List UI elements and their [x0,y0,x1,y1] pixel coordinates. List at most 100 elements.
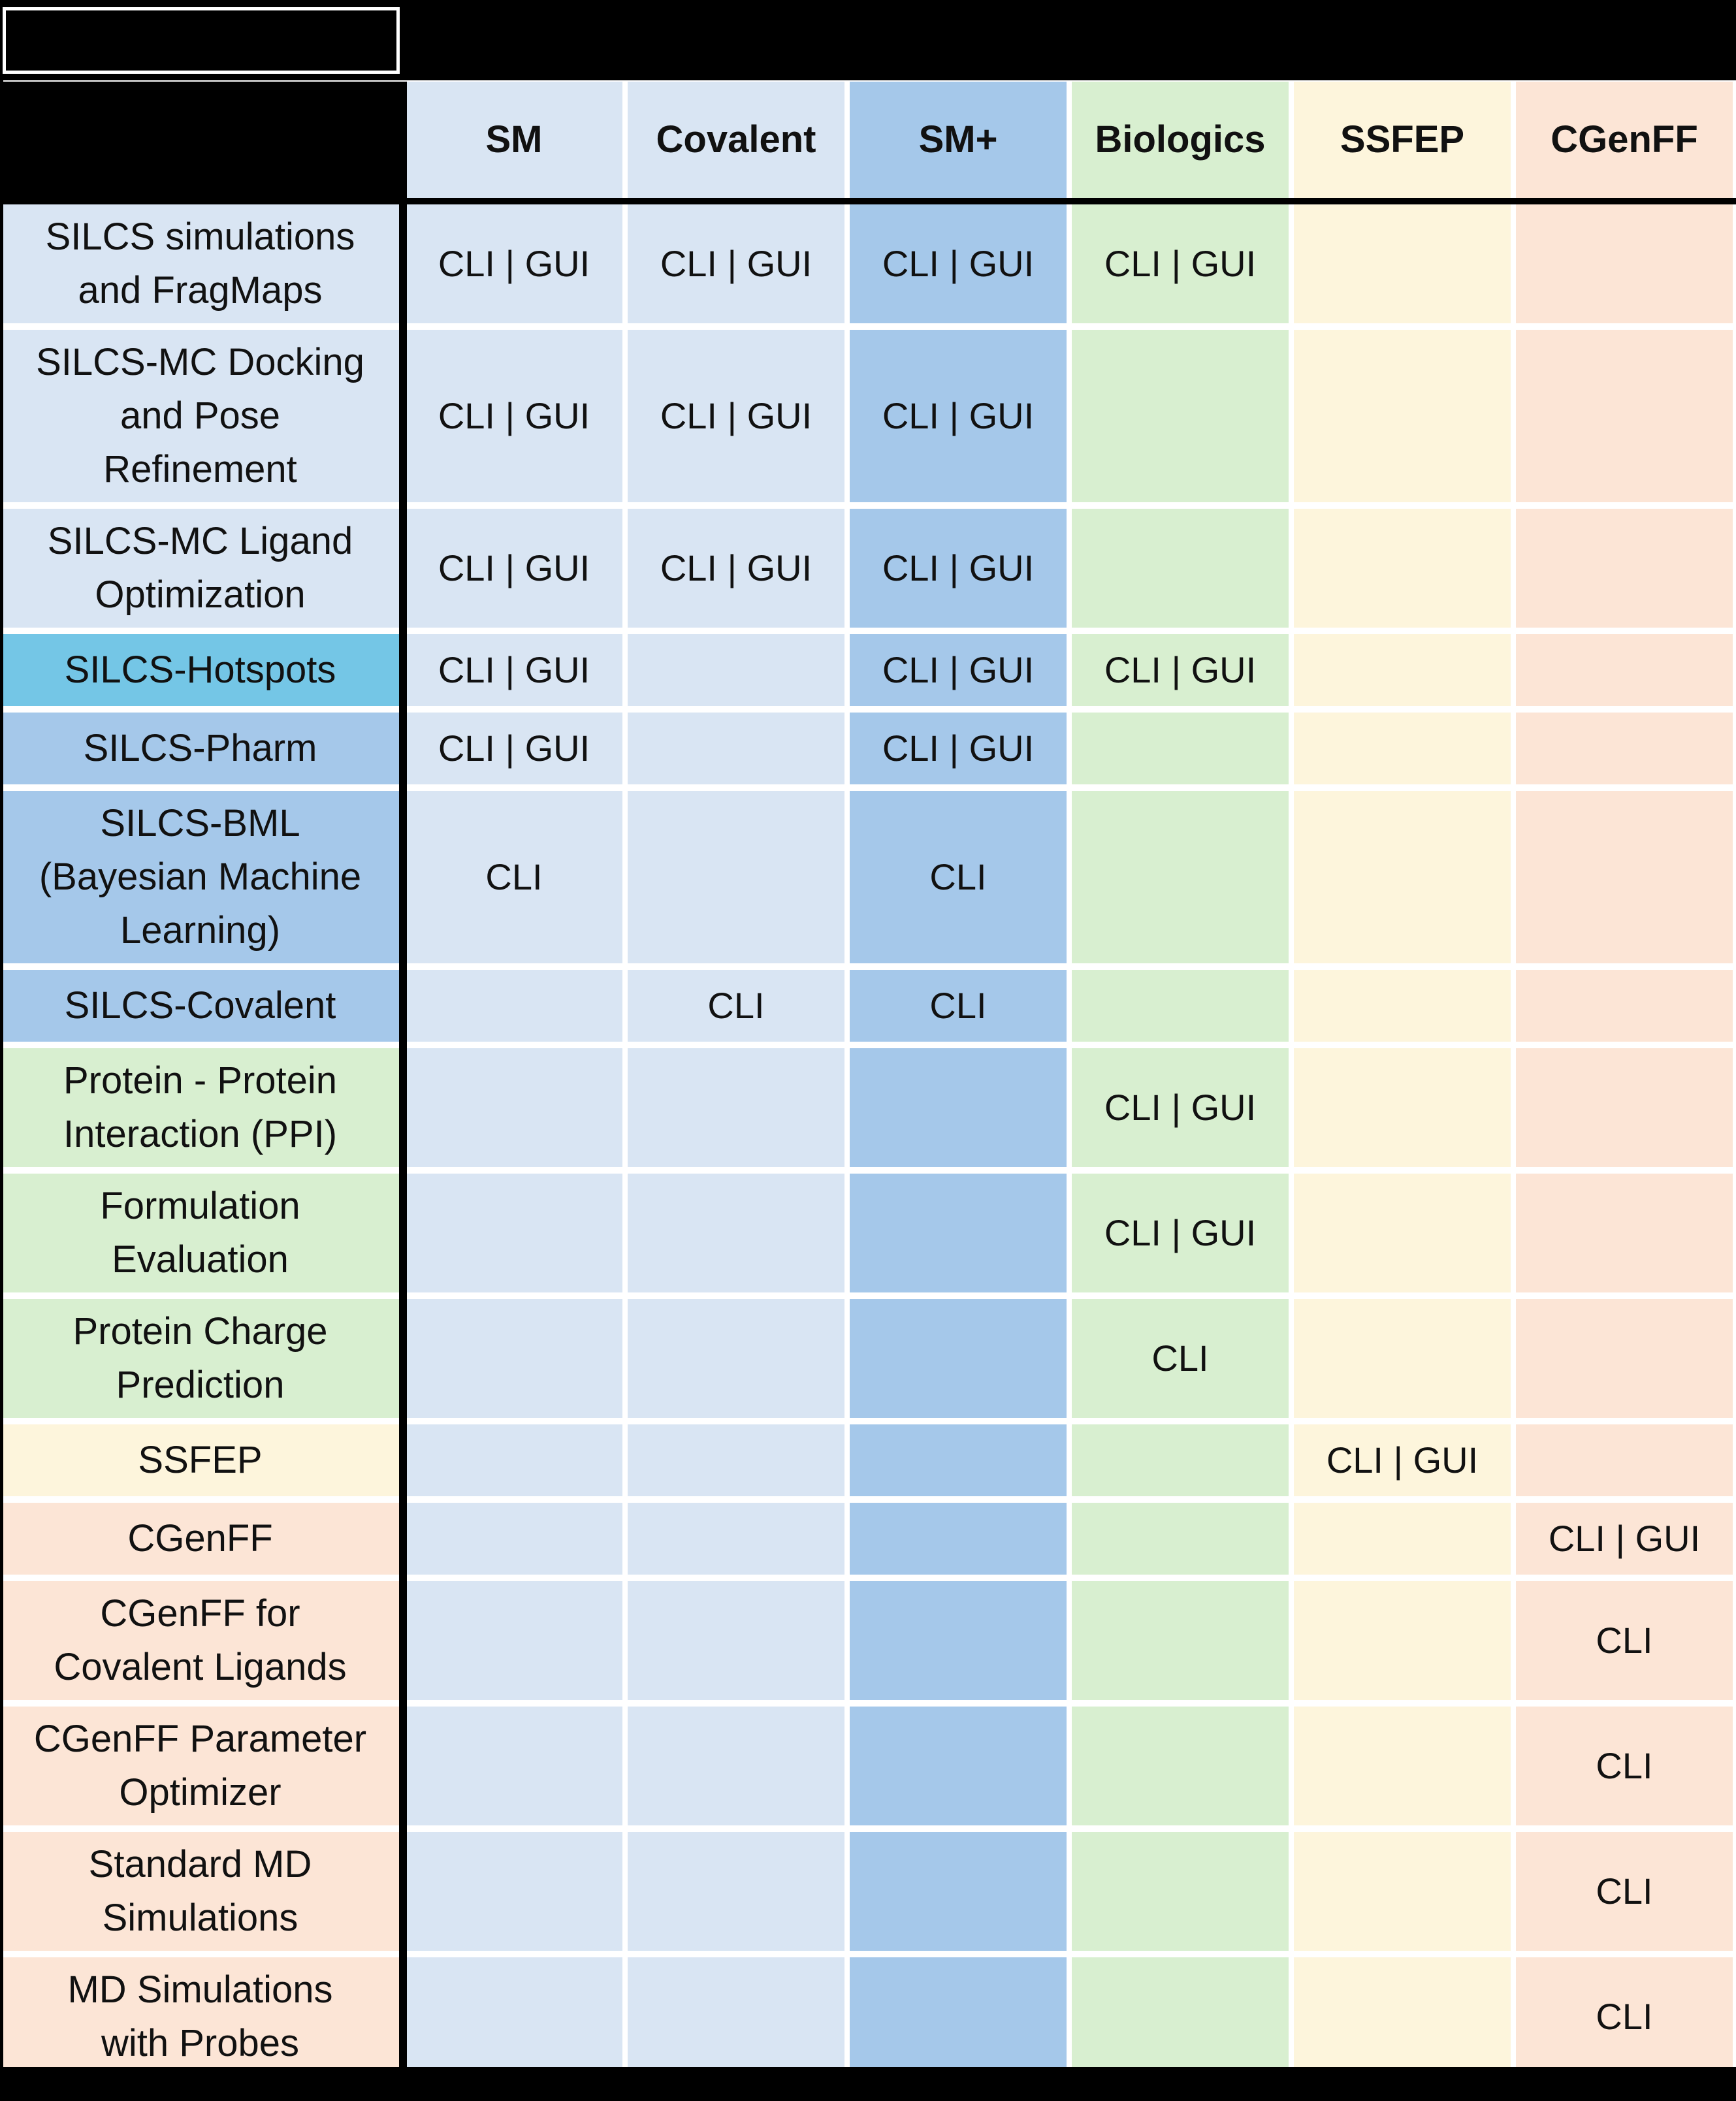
table-row-silcs-hotspots: SILCS-Hotspots CLI | GUI CLI | GUI CLI | GU… [0,634,1733,706]
cell-silcs-pharm-sm-plus: CLI | GUI [850,713,1067,784]
row-header-cgenff-parameter-optimizer: CGenFF Parameter Optimizer [0,1707,400,1825]
cell-formulation-evaluation-sm-plus [850,1174,1067,1292]
cell-cgenff-parameter-optimizer-sm [406,1707,622,1825]
cell-silcs-simulations-and-fragmaps-cgenff [1516,204,1733,323]
cell-silcs-bml-cgenff [1516,791,1733,963]
cell-silcs-hotspots-covalent [628,634,844,706]
cell-standard-md-simulations-sm [406,1832,622,1951]
table-row-silcs-pharm: SILCS-Pharm CLI | GUI CLI | GUI [0,713,1733,784]
cell-silcs-hotspots-sm: CLI | GUI [406,634,622,706]
cell-cgenff-row-cgenff: CLI | GUI [1516,1503,1733,1575]
cell-protein-protein-interaction-sm-plus [850,1048,1067,1167]
row-header-protein-charge-prediction: Protein Charge Prediction [0,1299,400,1418]
row-header-silcs-bml: SILCS-BML (Bayesian Machine Learning) [0,791,400,963]
cell-ssfep-row-cgenff [1516,1424,1733,1496]
table-row-cgenff-parameter-optimizer: CGenFF Parameter Optimizer CLI [0,1707,1733,1825]
cell-silcs-mc-docking-and-pose-refinement-sm-plus: CLI | GUI [850,330,1067,502]
row-header-silcs-covalent: SILCS-Covalent [0,970,400,1042]
column-header-row: SM Covalent SM+ Biologics SSFEP CGenFF [0,82,1733,198]
cell-silcs-mc-ligand-optimization-cgenff [1516,509,1733,628]
cell-silcs-pharm-covalent [628,713,844,784]
cell-silcs-mc-docking-and-pose-refinement-biologics [1072,330,1289,502]
cell-md-simulations-with-probes-sm [406,1957,622,2076]
cell-silcs-mc-docking-and-pose-refinement-cgenff [1516,330,1733,502]
cell-silcs-simulations-and-fragmaps-sm: CLI | GUI [406,204,622,323]
cell-cgenff-row-biologics [1072,1503,1289,1575]
row-header-divider-line [399,82,407,2067]
row-header-md-simulations-with-probes: MD Simulations with Probes [0,1957,400,2076]
table-row-ssfep-row: SSFEP CLI | GUI [0,1424,1733,1496]
cell-protein-protein-interaction-covalent [628,1048,844,1167]
cell-md-simulations-with-probes-ssfep [1294,1957,1511,2076]
cell-cgenff-parameter-optimizer-sm-plus [850,1707,1067,1825]
cell-silcs-simulations-and-fragmaps-ssfep [1294,204,1511,323]
cell-standard-md-simulations-ssfep [1294,1832,1511,1951]
cell-silcs-mc-ligand-optimization-sm: CLI | GUI [406,509,622,628]
cell-cgenff-row-sm [406,1503,622,1575]
cell-silcs-mc-ligand-optimization-ssfep [1294,509,1511,628]
cell-silcs-bml-covalent [628,791,844,963]
cell-silcs-mc-ligand-optimization-sm-plus: CLI | GUI [850,509,1067,628]
row-header-ssfep-row: SSFEP [0,1424,400,1496]
cell-protein-charge-prediction-ssfep [1294,1299,1511,1418]
table-row-protein-protein-interaction: Protein - Protein Interaction (PPI) CLI |… [0,1048,1733,1167]
cell-silcs-pharm-ssfep [1294,713,1511,784]
cell-protein-charge-prediction-cgenff [1516,1299,1733,1418]
table-row-silcs-covalent: SILCS-Covalent CLI CLI [0,970,1733,1042]
table-left-border [0,80,3,2067]
cell-silcs-covalent-sm [406,970,622,1042]
cell-silcs-simulations-and-fragmaps-sm-plus: CLI | GUI [850,204,1067,323]
cell-ssfep-row-sm [406,1424,622,1496]
cell-cgenff-for-covalent-ligands-cgenff: CLI [1516,1581,1733,1700]
table-row-formulation-evaluation: Formulation Evaluation CLI | GUI [0,1174,1733,1292]
cell-protein-protein-interaction-biologics: CLI | GUI [1072,1048,1289,1167]
cell-md-simulations-with-probes-cgenff: CLI [1516,1957,1733,2076]
cell-silcs-covalent-sm-plus: CLI [850,970,1067,1042]
cell-protein-protein-interaction-sm [406,1048,622,1167]
cell-protein-protein-interaction-ssfep [1294,1048,1511,1167]
bottom-band [0,2067,1736,2101]
feature-matrix-table: SM Covalent SM+ Biologics SSFEP CGenFF SILCS s… [0,82,1733,2076]
column-header-biologics: Biologics [1072,82,1289,198]
cell-cgenff-parameter-optimizer-ssfep [1294,1707,1511,1825]
cell-formulation-evaluation-cgenff [1516,1174,1733,1292]
row-header-silcs-pharm: SILCS-Pharm [0,713,400,784]
cell-protein-protein-interaction-cgenff [1516,1048,1733,1167]
cell-silcs-simulations-and-fragmaps-biologics: CLI | GUI [1072,204,1289,323]
cell-silcs-mc-ligand-optimization-covalent: CLI | GUI [628,509,844,628]
table-row-silcs-bml: SILCS-BML (Bayesian Machine Learning) CLI… [0,791,1733,963]
cell-cgenff-row-covalent [628,1503,844,1575]
cell-silcs-bml-biologics [1072,791,1289,963]
cell-silcs-covalent-biologics [1072,970,1289,1042]
cell-protein-charge-prediction-covalent [628,1299,844,1418]
cell-protein-charge-prediction-sm [406,1299,622,1418]
cell-protein-charge-prediction-sm-plus [850,1299,1067,1418]
cell-ssfep-row-covalent [628,1424,844,1496]
cell-silcs-covalent-ssfep [1294,970,1511,1042]
cell-silcs-mc-ligand-optimization-biologics [1072,509,1289,628]
row-header-silcs-hotspots: SILCS-Hotspots [0,634,400,706]
cell-silcs-mc-docking-and-pose-refinement-covalent: CLI | GUI [628,330,844,502]
table-row-silcs-mc-docking-and-pose-refinement: SILCS-MC Docking and Pose Refinement CLI … [0,330,1733,502]
row-header-cgenff-for-covalent-ligands: CGenFF for Covalent Ligands [0,1581,400,1700]
cell-md-simulations-with-probes-biologics [1072,1957,1289,2076]
cell-ssfep-row-ssfep: CLI | GUI [1294,1424,1511,1496]
cell-formulation-evaluation-sm [406,1174,622,1292]
cell-formulation-evaluation-biologics: CLI | GUI [1072,1174,1289,1292]
row-header-cgenff-row: CGenFF [0,1503,400,1575]
column-header-cgenff: CGenFF [1516,82,1733,198]
cell-silcs-bml-sm: CLI [406,791,622,963]
cell-md-simulations-with-probes-sm-plus [850,1957,1067,2076]
cell-silcs-covalent-cgenff [1516,970,1733,1042]
cell-formulation-evaluation-ssfep [1294,1174,1511,1292]
cell-standard-md-simulations-sm-plus [850,1832,1067,1951]
row-header-silcs-simulations-and-fragmaps: SILCS simulations and FragMaps [0,204,400,323]
column-header-sm: SM [406,82,622,198]
cell-cgenff-for-covalent-ligands-biologics [1072,1581,1289,1700]
row-header-standard-md-simulations: Standard MD Simulations [0,1832,400,1951]
cell-silcs-bml-ssfep [1294,791,1511,963]
cell-silcs-pharm-cgenff [1516,713,1733,784]
header-underline [0,198,1736,204]
row-header-silcs-mc-ligand-optimization: SILCS-MC Ligand Optimization [0,509,400,628]
title-box [3,7,400,74]
